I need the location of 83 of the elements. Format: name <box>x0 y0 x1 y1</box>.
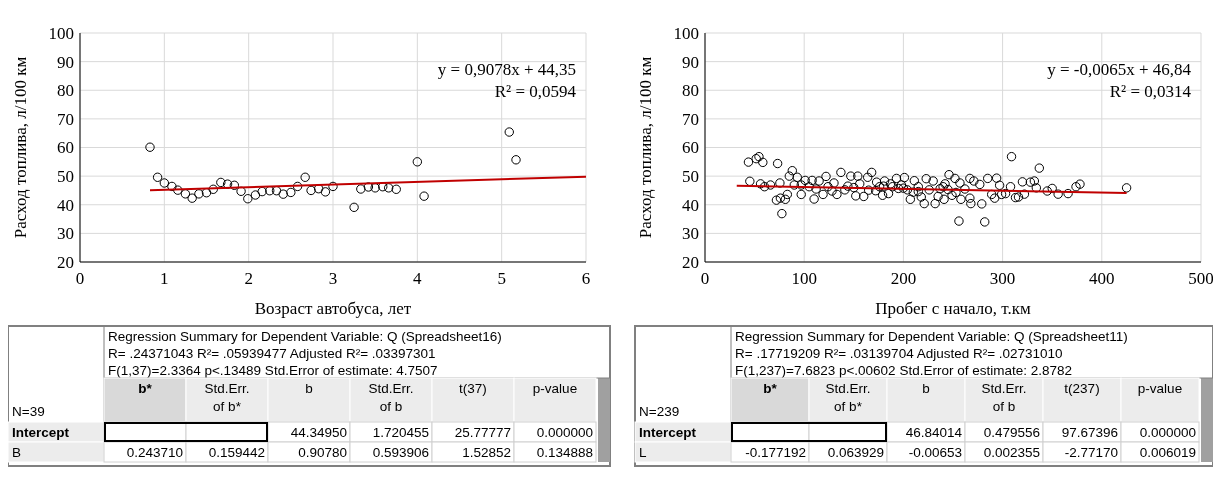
text: 0.159442 <box>208 445 265 460</box>
text: -0.177192 <box>745 445 806 460</box>
x-tick-label: 300 <box>989 269 1016 288</box>
text: -0.00653 <box>908 445 962 460</box>
text: 0.90780 <box>298 445 347 460</box>
y-tick-label: 80 <box>57 81 74 101</box>
x-axis-title: Возраст автобуса, лет <box>254 299 412 318</box>
text: F(1,37)=2.3364 p<.13489 Std.Error of estimate: 4.7507 <box>108 363 438 378</box>
text: 1.720455 <box>372 425 429 440</box>
text: R= .24371043 R²= .05939477 Adjusted R²= .03397301 <box>108 346 436 361</box>
x-tick-label: 2 <box>244 269 253 288</box>
category-label: t(237) <box>1064 381 1100 396</box>
text: F(1,237)=7.6823 p<.00602 Std.Error of estimate: 2.8782 <box>735 363 1072 378</box>
y-tick-label: 70 <box>57 109 74 129</box>
annotation: y = 0,9078x + 44,35 <box>437 60 576 79</box>
text: 46.84014 <box>905 425 962 440</box>
y-tick-label: 100 <box>48 23 74 43</box>
text: 0.243710 <box>126 445 183 460</box>
category-label: b* <box>763 381 778 396</box>
y-tick-label: 40 <box>682 195 699 215</box>
category-label: b <box>922 381 930 396</box>
x-tick-label: 500 <box>1188 269 1214 288</box>
y-tick-label: 30 <box>682 224 699 244</box>
y-tick-label: 70 <box>682 109 699 129</box>
y-tick-label: 60 <box>682 138 699 158</box>
text: 0.002355 <box>983 445 1040 460</box>
x-tick-label: 3 <box>328 269 338 288</box>
text: 0.000000 <box>1139 425 1196 440</box>
text: -2.77170 <box>1064 445 1118 460</box>
text: N=39 <box>12 404 45 419</box>
text: 0.000000 <box>536 425 593 440</box>
category-label: b* <box>138 381 153 396</box>
category-label: Std.Err. of b* <box>825 381 871 414</box>
x-tick-label: 6 <box>581 269 591 288</box>
y-tick-label: 100 <box>673 23 699 43</box>
category-label: Std.Err. of b* <box>204 381 250 414</box>
text: 97.67396 <box>1061 425 1118 440</box>
x-axis-title: Пробег с начало, т.км <box>875 299 1031 318</box>
category-label: p-value <box>1137 381 1183 396</box>
category-label: Std.Err. of b <box>981 381 1027 414</box>
x-tick-label: 200 <box>890 269 917 288</box>
y-axis-title: Расход топлива, л/100 км <box>11 56 30 239</box>
x-tick-label: 1 <box>160 269 169 288</box>
y-axis-title: Расход топлива, л/100 км <box>636 56 655 239</box>
annotation: R² = 0,0594 <box>494 82 577 101</box>
text: R= .17719209 R²= .03139704 Adjusted R²= .02731010 <box>735 346 1063 361</box>
text: 0.134888 <box>536 445 593 460</box>
y-tick-label: 90 <box>682 52 699 72</box>
text: 0.479556 <box>983 425 1040 440</box>
text: 0.006019 <box>1139 445 1196 460</box>
category-label: Std.Err. of b <box>368 381 414 414</box>
text: 25.77777 <box>454 425 511 440</box>
category-label: Intercept <box>12 425 70 440</box>
text: 1.52852 <box>462 445 511 460</box>
text: 0.063929 <box>827 445 884 460</box>
category-label: L <box>639 445 647 460</box>
category-label: p-value <box>532 381 578 396</box>
y-tick-label: 40 <box>57 195 74 215</box>
text: N=239 <box>639 404 680 419</box>
category-label: t(37) <box>459 381 487 396</box>
y-tick-label: 90 <box>57 52 74 72</box>
category-label: b <box>305 381 313 396</box>
text: 0.593906 <box>372 445 429 460</box>
y-tick-label: 50 <box>57 167 74 187</box>
text: Regression Summary for Dependent Variable: Q (Spreadsheet11) <box>735 329 1128 344</box>
x-tick-label: 5 <box>497 269 506 288</box>
y-tick-label: 80 <box>682 81 699 101</box>
annotation: R² = 0,0314 <box>1109 82 1192 101</box>
y-tick-label: 60 <box>57 138 74 158</box>
y-tick-label: 50 <box>682 167 699 187</box>
y-tick-label: 20 <box>682 252 699 272</box>
x-tick-label: 100 <box>791 269 817 288</box>
x-tick-label: 4 <box>413 269 423 288</box>
category-label: Intercept <box>639 425 697 440</box>
category-label: B <box>12 445 22 460</box>
x-tick-label: 400 <box>1089 269 1115 288</box>
annotation: y = -0,0065x + 46,84 <box>1047 60 1192 79</box>
y-tick-label: 20 <box>57 252 74 272</box>
text: Regression Summary for Dependent Variable: Q (Spreadsheet16) <box>108 329 502 344</box>
x-tick-label: 0 <box>700 269 710 288</box>
text: 44.34950 <box>290 425 347 440</box>
y-tick-label: 30 <box>57 224 74 244</box>
x-tick-label: 0 <box>75 269 85 288</box>
